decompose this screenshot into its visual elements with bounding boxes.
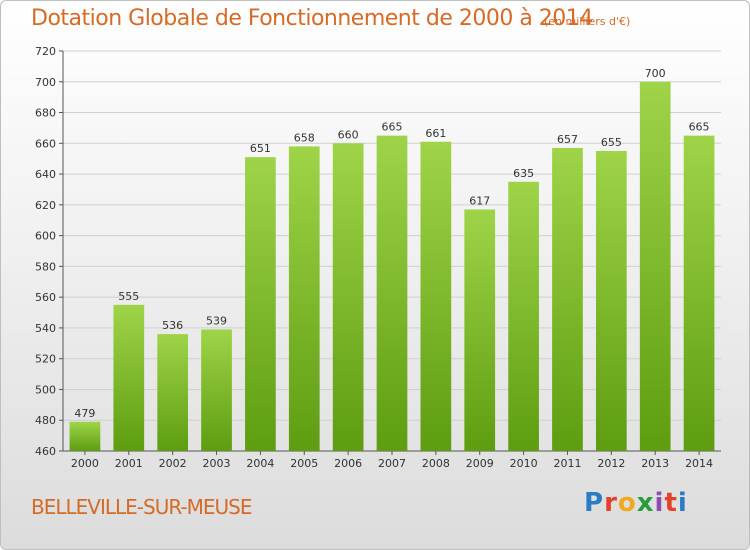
y-tick-label: 600 [35, 230, 56, 243]
bar [113, 304, 145, 451]
bar-value-label: 479 [74, 407, 95, 420]
bars [69, 81, 715, 452]
bar [508, 181, 539, 451]
bar [420, 141, 452, 451]
bar [639, 81, 671, 452]
axes: 460 480 500 520 540 560 580 600 620 640 660 680 700 7… [35, 45, 721, 470]
bar [595, 151, 627, 451]
commune-name: BELLEVILLE-SUR-MEUSE [31, 495, 252, 519]
y-tick-label: 560 [35, 291, 56, 304]
x-tick-label: 2001 [115, 457, 143, 470]
y-tick-label: 700 [35, 76, 56, 89]
bar [332, 143, 364, 452]
logo-letter: i [677, 488, 688, 518]
bar-value-label: 665 [382, 121, 403, 134]
y-tick-label: 640 [35, 168, 56, 181]
x-tick-label: 2009 [466, 457, 494, 470]
x-tick-label: 2011 [553, 457, 581, 470]
bar-value-label: 657 [557, 133, 578, 146]
bar-value-label: 635 [513, 167, 534, 180]
bar [552, 147, 583, 451]
bar-value-label: 700 [645, 67, 666, 80]
bar-value-label: 660 [338, 128, 359, 141]
y-tick-label: 660 [35, 137, 56, 150]
bar [69, 421, 101, 451]
x-tick-label: 2010 [510, 457, 538, 470]
x-tick-label: 2006 [334, 457, 362, 470]
y-tick-label: 480 [35, 414, 56, 427]
x-tick-label: 2000 [71, 457, 99, 470]
bar-value-label: 655 [601, 136, 622, 149]
x-tick-label: 2012 [597, 457, 625, 470]
chart-subtitle: (en milliers d'€) [544, 15, 631, 28]
bar [245, 157, 276, 451]
x-tick-label: 2005 [290, 457, 318, 470]
y-tick-label: 540 [35, 322, 56, 335]
x-tick-label: 2002 [159, 457, 187, 470]
y-tick-label: 620 [35, 199, 56, 212]
bar-value-label: 555 [118, 290, 139, 303]
bar-value-label: 536 [162, 319, 183, 332]
bar-value-label: 651 [250, 142, 271, 155]
bar [683, 135, 715, 451]
x-tick-label: 2013 [641, 457, 669, 470]
chart-title: Dotation Globale de Fonctionnement de 20… [31, 6, 593, 31]
y-tick-label: 500 [35, 383, 56, 396]
y-tick-label: 520 [35, 353, 56, 366]
bar-value-label: 539 [206, 314, 227, 327]
bar [464, 209, 496, 451]
proxiti-logo: Proxiti [584, 488, 688, 518]
bar [201, 329, 232, 451]
bar [376, 135, 408, 451]
bar-value-label: 661 [425, 127, 446, 140]
x-tick-label: 2003 [203, 457, 231, 470]
logo-letter: P [584, 488, 605, 518]
bar-value-label: 658 [294, 131, 315, 144]
x-tick-label: 2007 [378, 457, 406, 470]
x-tick-label: 2004 [246, 457, 274, 470]
logo-letter: i [654, 488, 665, 518]
logo-letter: x [636, 488, 655, 518]
bar [288, 146, 320, 451]
bar-value-label: 617 [469, 194, 490, 207]
labels: 479 555 536 539 651 658 660 665 661 617 635 657 655 7… [74, 67, 709, 420]
x-tick-label: 2014 [685, 457, 713, 470]
logo-letter: o [617, 488, 637, 518]
x-tick-label: 2008 [422, 457, 450, 470]
y-tick-label: 680 [35, 107, 56, 120]
bar-value-label: 665 [689, 121, 710, 134]
y-tick-label: 720 [35, 45, 56, 58]
logo-letter: t [664, 488, 678, 518]
bar [157, 334, 189, 451]
logo-letter: r [604, 488, 618, 518]
y-tick-label: 460 [35, 445, 56, 458]
y-tick-label: 580 [35, 260, 56, 273]
